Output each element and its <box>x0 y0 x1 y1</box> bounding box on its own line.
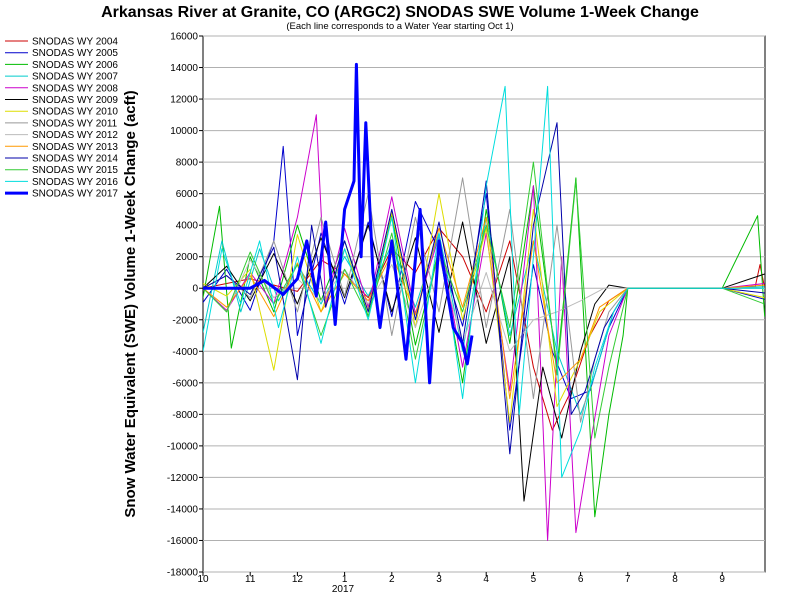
x-tick-label: 11 <box>245 574 256 585</box>
series-line-snodas-wy-2014 <box>203 122 765 455</box>
y-tick-label: 16000 <box>170 32 198 43</box>
y-tick-label: -6000 <box>172 378 198 389</box>
chart-subtitle: (Each line corresponds to a Water Year s… <box>286 21 513 32</box>
gridlines <box>203 35 765 573</box>
legend-entry: SNODAS WY 2014 <box>32 154 118 165</box>
y-tick-label: 6000 <box>176 189 199 200</box>
x-year-label: 2017 <box>332 584 355 595</box>
legend-entry: SNODAS WY 2006 <box>32 60 118 71</box>
y-tick-label: 10000 <box>170 126 198 137</box>
y-tick-label: -18000 <box>167 568 199 579</box>
series-line-snodas-wy-2005 <box>203 145 765 431</box>
y-tick-label: -4000 <box>172 347 198 358</box>
x-tick-label: 1 <box>342 574 348 585</box>
legend-entry: SNODAS WY 2017 <box>32 189 118 200</box>
y-tick-label: 14000 <box>170 63 198 74</box>
y-tick-label: 0 <box>192 284 198 295</box>
y-tick-label: -12000 <box>167 473 199 484</box>
x-tick-label: 12 <box>292 574 304 585</box>
series-line-snodas-wy-2009 <box>203 221 765 502</box>
legend-entry: SNODAS WY 2015 <box>32 165 118 176</box>
legend-entry: SNODAS WY 2010 <box>32 107 118 118</box>
legend-entry: SNODAS WY 2016 <box>32 177 118 188</box>
legend-entry: SNODAS WY 2007 <box>32 72 118 83</box>
legend-entry: SNODAS WY 2004 <box>32 37 118 48</box>
x-tick-label: 5 <box>531 574 537 585</box>
chart-title: Arkansas River at Granite, CO (ARGC2) SN… <box>101 4 699 21</box>
x-tick-label: 9 <box>719 574 725 585</box>
series-line-snodas-wy-2017 <box>203 62 474 385</box>
x-tick-label: 8 <box>672 574 678 585</box>
legend-entry: SNODAS WY 2008 <box>32 83 118 94</box>
y-tick-label: -14000 <box>167 504 199 515</box>
series-lines <box>203 62 765 541</box>
y-tick-label: -8000 <box>172 410 198 421</box>
y-tick-label: 2000 <box>176 252 199 263</box>
x-tick-label: 6 <box>578 574 584 585</box>
y-tick-label: -10000 <box>167 441 199 452</box>
legend-entry: SNODAS WY 2005 <box>32 48 118 59</box>
series-line-snodas-wy-2015 <box>203 161 765 439</box>
y-tick-label: 4000 <box>176 221 199 232</box>
plot-area <box>202 35 766 573</box>
x-tick-label: 7 <box>625 574 631 585</box>
y-tick-label: -2000 <box>172 315 198 326</box>
y-tick-label: 12000 <box>170 95 198 106</box>
series-line-snodas-wy-2012 <box>203 256 765 352</box>
x-tick-label: 4 <box>483 574 489 585</box>
x-tick-label: 3 <box>436 574 442 585</box>
y-tick-label: 8000 <box>176 158 199 169</box>
x-tick-label: 10 <box>197 574 209 585</box>
series-line-snodas-wy-2008 <box>203 114 765 541</box>
y-axis-label: Snow Water Equivalent (SWE) Volume 1-Wee… <box>122 90 139 517</box>
series-line-snodas-wy-2016 <box>203 85 765 478</box>
legend-entry: SNODAS WY 2011 <box>32 118 118 129</box>
y-tick-label: -16000 <box>167 536 199 547</box>
legend-entry: SNODAS WY 2012 <box>32 130 118 141</box>
x-tick-label: 2 <box>389 574 395 585</box>
legend-entry: SNODAS WY 2013 <box>32 142 118 153</box>
y-axis-ticks: 16000 14000 12000 10000 8000 6000 4000 2000 0 -20… <box>167 32 203 579</box>
x-axis-ticks: 10 11 12 1 2 3 4 5 6 7 8 9 <box>197 572 725 585</box>
legend-entry: SNODAS WY 2009 <box>32 95 118 106</box>
